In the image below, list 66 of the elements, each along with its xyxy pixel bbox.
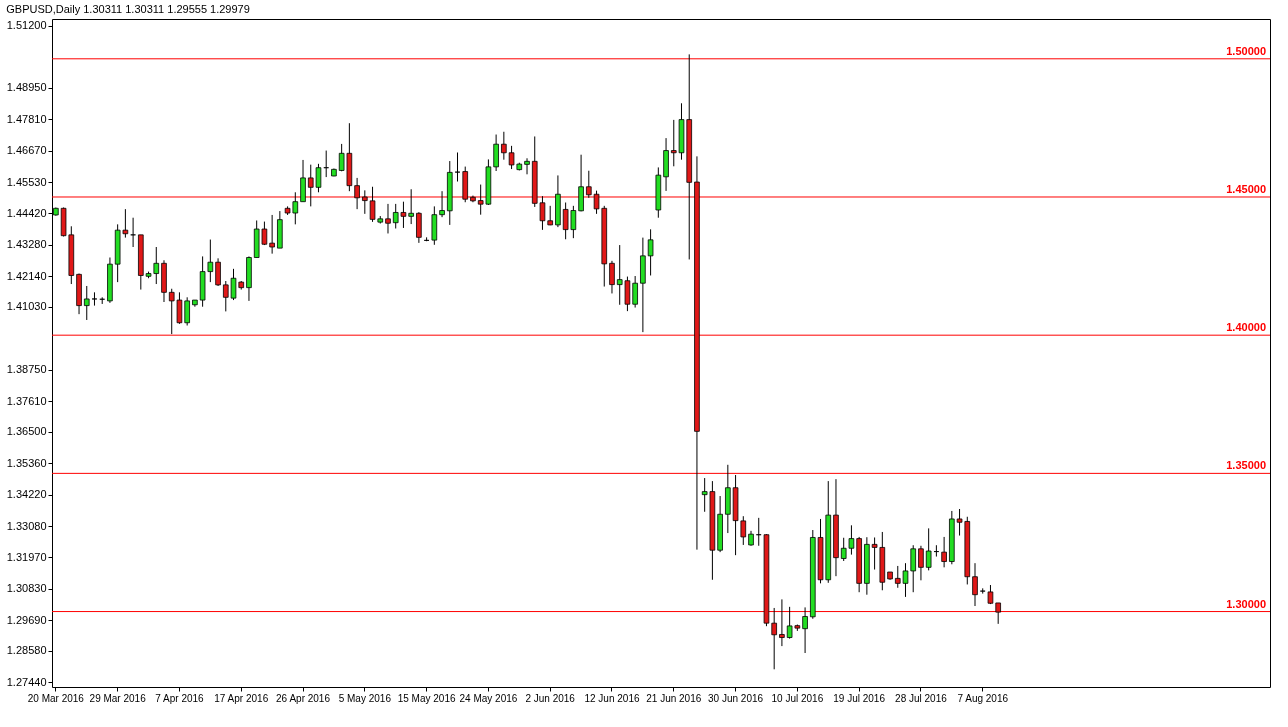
y-tick-label: 1.27440: [6, 675, 47, 688]
y-tick-label: 1.45530: [6, 175, 47, 188]
ref-line-label: 1.40000: [1226, 321, 1266, 334]
x-tick-label: 10 Jul 2016: [771, 692, 824, 704]
candlestick: [972, 562, 978, 607]
candlestick: [439, 190, 445, 218]
candlestick: [501, 131, 507, 161]
candlestick: [454, 151, 461, 183]
y-tick-label: 1.35360: [6, 456, 47, 469]
ref-line-label: 1.50000: [1226, 44, 1266, 57]
y-tick-label: 1.34220: [6, 488, 47, 501]
candlestick: [385, 203, 391, 234]
candlestick: [83, 285, 90, 321]
y-tick-label: 1.48950: [6, 81, 47, 94]
candlestick: [632, 275, 638, 309]
x-tick-label: 15 May 2016: [397, 692, 456, 704]
candlestick: [300, 159, 306, 203]
candlestick: [184, 296, 190, 326]
x-tick-label: 7 Aug 2016: [957, 692, 1009, 704]
y-tick-label: 1.46670: [6, 144, 47, 157]
ref-line-label: 1.45000: [1226, 182, 1266, 195]
candlestick: [408, 188, 414, 225]
y-tick-label: 1.43280: [6, 238, 47, 251]
candlestick: [802, 606, 808, 654]
x-tick-label: 12 Jun 2016: [584, 692, 640, 704]
x-tick-label: 21 Jun 2016: [646, 692, 702, 704]
x-tick-label: 5 May 2016: [338, 692, 392, 704]
y-tick-label: 1.36500: [6, 425, 47, 438]
y-tick-label: 1.29690: [6, 613, 47, 626]
chart-title: GBPUSD,Daily 1.30311 1.30311 1.29555 1.29979: [6, 3, 250, 15]
x-tick-label: 24 May 2016: [459, 692, 518, 704]
y-tick-label: 1.37610: [6, 394, 47, 407]
y-tick-label: 1.31970: [6, 550, 47, 563]
candlestick: [779, 598, 785, 647]
y-tick-label: 1.47810: [6, 112, 47, 125]
candlestick: [941, 536, 947, 568]
y-tick-label: 1.30830: [6, 582, 47, 595]
x-tick-label: 30 Jun 2016: [708, 692, 764, 704]
candlestick: [524, 157, 530, 175]
ref-line-label: 1.30000: [1226, 597, 1266, 610]
x-tick-label: 28 Jul 2016: [895, 692, 948, 704]
x-tick-label: 2 Jun 2016: [525, 692, 576, 704]
x-tick-label: 20 Mar 2016: [27, 692, 85, 704]
y-tick-label: 1.51200: [6, 19, 47, 32]
x-tick-label: 19 Jul 2016: [833, 692, 886, 704]
x-tick-label: 29 Mar 2016: [89, 692, 147, 704]
candlestick: [493, 134, 499, 172]
x-tick-label: 17 Apr 2016: [214, 692, 269, 704]
y-tick-label: 1.41030: [6, 300, 47, 313]
candlestick: [918, 545, 924, 581]
x-tick-label: 7 Apr 2016: [155, 692, 205, 704]
y-tick-label: 1.44420: [6, 206, 47, 219]
ref-line-label: 1.35000: [1226, 459, 1266, 472]
candlestick: [925, 527, 932, 571]
candlestick: [995, 602, 1001, 625]
y-tick-label: 1.28580: [6, 644, 47, 657]
candlestick: [269, 214, 275, 255]
candlestick: [647, 228, 654, 276]
y-tick-label: 1.38750: [6, 363, 47, 376]
y-tick-label: 1.33080: [6, 519, 47, 532]
x-tick-label: 26 Apr 2016: [276, 692, 331, 704]
candlestick: [354, 177, 360, 210]
candlestick: [215, 257, 221, 287]
candlestick: [91, 291, 98, 307]
y-tick-label: 1.42140: [6, 269, 47, 282]
candlestick: [609, 260, 615, 294]
